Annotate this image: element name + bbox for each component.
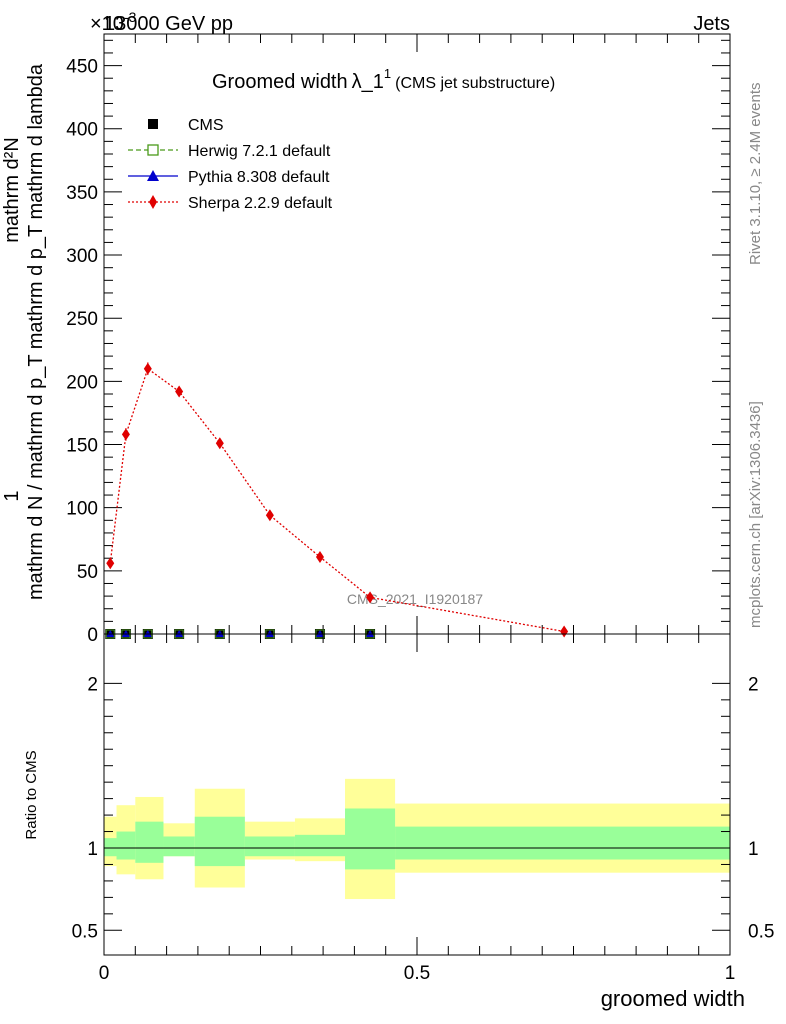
sherpa-point-2 bbox=[143, 362, 152, 375]
ratio-stat-band-1 bbox=[116, 831, 136, 860]
legend-marker-sherpa bbox=[149, 195, 157, 209]
ratio-stat-band-4 bbox=[194, 816, 245, 867]
main-ytick-label-250: 250 bbox=[66, 309, 98, 330]
legend-label-0: CMS bbox=[188, 117, 224, 134]
legend-label-2: Pythia 8.308 default bbox=[188, 169, 330, 186]
sherpa-point-4 bbox=[215, 437, 224, 450]
legend-label-1: Herwig 7.2.1 default bbox=[188, 143, 331, 160]
y-axis-label-top: mathrm d²N bbox=[1, 137, 23, 243]
main-panel: 0 50 100 150 200 250 300 350 400 450 bbox=[66, 33, 731, 646]
ratio-ytick-label-right-2: 2 bbox=[748, 674, 759, 695]
sherpa-point-6 bbox=[315, 550, 324, 563]
ratio-stat-band-3 bbox=[163, 836, 195, 857]
ratio-ytick-label-1: 1 bbox=[87, 839, 98, 860]
sherpa-point-8 bbox=[560, 625, 569, 638]
main-ytick-label-50: 50 bbox=[77, 562, 98, 583]
ratio-axis-label: Ratio to CMS bbox=[23, 750, 40, 839]
main-ytick-label-0: 0 bbox=[87, 625, 98, 646]
main-ytick-label-400: 400 bbox=[66, 120, 98, 141]
energy-label: 13000 GeV pp bbox=[104, 13, 233, 35]
legend-marker-pythia bbox=[147, 170, 159, 181]
sherpa-point-3 bbox=[175, 385, 184, 398]
x-axis-label: groomed width bbox=[601, 986, 745, 1011]
main-ytick-label-200: 200 bbox=[66, 372, 98, 393]
process-label: Jets bbox=[693, 13, 730, 35]
exponent-label: ×10-3 bbox=[90, 9, 137, 35]
ratio-panel: 0 0.5 10.5 0.51 12 2 bbox=[72, 633, 774, 984]
legend-marker-cms bbox=[148, 119, 158, 129]
ratio-ytick-label-right-1: 1 bbox=[748, 839, 759, 860]
x-tick-label-2: 1 bbox=[725, 963, 736, 984]
y-axis-label-numerator-1: 1 bbox=[1, 490, 23, 501]
sherpa-series-line bbox=[109, 367, 565, 633]
ratio-stat-band-2 bbox=[135, 821, 164, 863]
ratio-stat-band-8 bbox=[395, 826, 730, 860]
sherpa-point-0 bbox=[106, 557, 115, 570]
y-axis-label-bottom: mathrm d N / mathrm d p_T mathrm d p_T m… bbox=[25, 63, 47, 600]
ratio-stat-band-5 bbox=[244, 836, 295, 857]
ratio-stat-band-0 bbox=[104, 838, 117, 857]
main-ytick-label-100: 100 bbox=[66, 499, 98, 520]
ratio-ytick-label-right-0: 0.5 bbox=[748, 921, 774, 942]
chart-title: Groomed width λ_11(CMS jet substructure) bbox=[212, 66, 555, 93]
ratio-ytick-label-0: 0.5 bbox=[72, 921, 98, 942]
legend: CMS Herwig 7.2.1 default Pythia 8.308 defa… bbox=[128, 117, 333, 212]
x-tick-label-1: 0.5 bbox=[404, 963, 430, 984]
legend-marker-herwig bbox=[147, 144, 159, 156]
x-tick-label-0: 0 bbox=[99, 963, 110, 984]
rivet-label: Rivet 3.1.10, ≥ 2.4M events bbox=[747, 83, 764, 266]
ratio-stat-band-7 bbox=[345, 808, 396, 870]
sherpa-point-5 bbox=[265, 509, 274, 522]
analysis-watermark: CMS_2021_I1920187 bbox=[347, 591, 483, 607]
main-ytick-label-450: 450 bbox=[66, 57, 98, 78]
legend-label-3: Sherpa 2.2.9 default bbox=[188, 195, 333, 212]
sherpa-point-7 bbox=[366, 591, 375, 604]
ratio-ytick-label-2: 2 bbox=[87, 674, 98, 695]
sherpa-point-1 bbox=[121, 428, 130, 441]
main-ytick-label-350: 350 bbox=[66, 183, 98, 204]
ratio-stat-band-6 bbox=[294, 834, 346, 857]
mcplots-label: mcplots.cern.ch [arXiv:1306.3436] bbox=[747, 401, 764, 628]
main-ytick-label-150: 150 bbox=[66, 436, 98, 457]
main-ytick-label-300: 300 bbox=[66, 246, 98, 267]
